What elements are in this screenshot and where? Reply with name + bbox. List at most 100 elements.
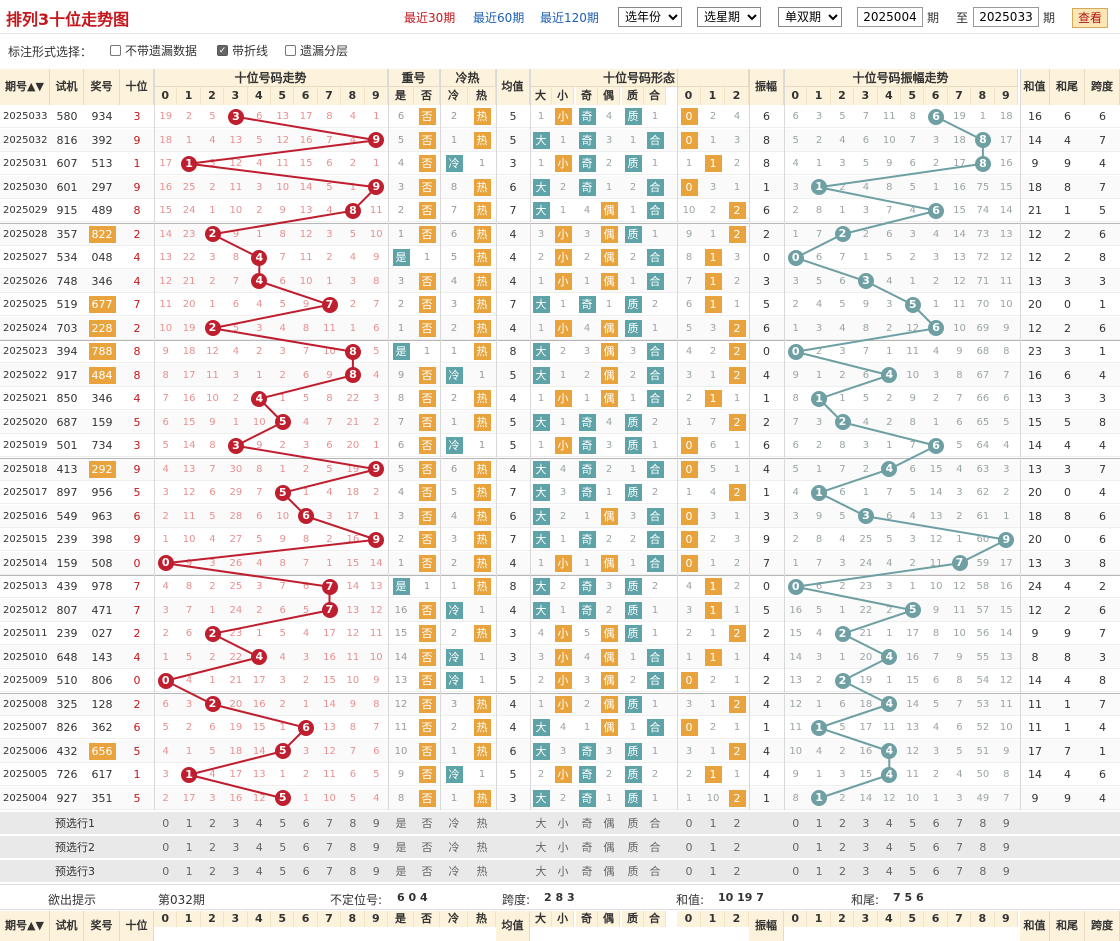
option-missing-layer[interactable]: 遗漏分层 <box>285 42 348 59</box>
checkbox-icon[interactable] <box>285 45 296 56</box>
preselect-road-option[interactable]: 0 <box>685 865 693 878</box>
preselect-trend-option[interactable]: 9 <box>372 865 380 878</box>
preselect-amp-option[interactable]: 4 <box>885 817 893 830</box>
preselect-shape-option[interactable]: 偶 <box>603 841 615 854</box>
preselect-amp-option[interactable]: 4 <box>885 865 893 878</box>
preselect-amp-option[interactable]: 8 <box>979 841 987 854</box>
preselect-amp-option[interactable]: 7 <box>955 817 963 830</box>
option-with-line[interactable]: ✓ 带折线 <box>217 42 268 59</box>
preselect-amp-option[interactable]: 3 <box>862 817 870 830</box>
preselect-shape-option[interactable]: 大 <box>535 841 547 854</box>
checkbox-icon[interactable] <box>110 45 121 56</box>
preselect-trend-option[interactable]: 1 <box>185 841 193 854</box>
preselect-repeat-option[interactable]: 否 <box>421 817 433 830</box>
preselect-hotcold-option[interactable]: 热 <box>476 817 488 830</box>
recent-60-link[interactable]: 最近60期 <box>473 11 525 25</box>
preselect-trend-option[interactable]: 8 <box>349 817 357 830</box>
option-no-missing[interactable]: 不带遗漏数据 <box>110 42 197 59</box>
preselect-road-option[interactable]: 1 <box>709 865 717 878</box>
preselect-trend-option[interactable]: 8 <box>349 841 357 854</box>
preselect-trend-option[interactable]: 8 <box>349 865 357 878</box>
preselect-repeat-option[interactable]: 是 <box>395 841 407 854</box>
preselect-repeat-option[interactable]: 否 <box>421 841 433 854</box>
preselect-trend-option[interactable]: 3 <box>232 817 240 830</box>
preselect-amp-option[interactable]: 7 <box>955 841 963 854</box>
preselect-trend-option[interactable]: 2 <box>208 841 216 854</box>
parity-select[interactable]: 单双期 <box>778 7 842 27</box>
preselect-hotcold-option[interactable]: 热 <box>476 865 488 878</box>
preselect-trend-option[interactable]: 3 <box>232 865 240 878</box>
preselect-amp-option[interactable]: 5 <box>909 865 917 878</box>
preselect-trend-option[interactable]: 7 <box>325 817 333 830</box>
preselect-amp-option[interactable]: 0 <box>792 817 800 830</box>
preselect-trend-option[interactable]: 5 <box>279 841 287 854</box>
preselect-trend-option[interactable]: 0 <box>162 865 170 878</box>
preselect-shape-option[interactable]: 大 <box>535 865 547 878</box>
preselect-amp-option[interactable]: 6 <box>932 817 940 830</box>
preselect-trend-option[interactable]: 7 <box>325 865 333 878</box>
preselect-shape-option[interactable]: 质 <box>627 865 639 878</box>
preselect-repeat-option[interactable]: 否 <box>421 865 433 878</box>
preselect-trend-option[interactable]: 1 <box>185 817 193 830</box>
weekday-select[interactable]: 选星期 <box>697 7 761 27</box>
from-issue-input[interactable] <box>857 7 923 27</box>
preselect-road-option[interactable]: 2 <box>733 865 741 878</box>
preselect-trend-option[interactable]: 0 <box>162 817 170 830</box>
preselect-shape-option[interactable]: 奇 <box>581 841 593 854</box>
preselect-shape-option[interactable]: 合 <box>649 865 661 878</box>
preselect-trend-option[interactable]: 9 <box>372 841 380 854</box>
preselect-trend-option[interactable]: 7 <box>325 841 333 854</box>
preselect-trend-option[interactable]: 9 <box>372 817 380 830</box>
preselect-road-option[interactable]: 1 <box>709 841 717 854</box>
preselect-shape-option[interactable]: 合 <box>649 841 661 854</box>
preselect-shape-option[interactable]: 小 <box>557 841 569 854</box>
preselect-amp-option[interactable]: 6 <box>932 865 940 878</box>
preselect-shape-option[interactable]: 小 <box>557 817 569 830</box>
preselect-trend-option[interactable]: 2 <box>208 865 216 878</box>
recent-30-link[interactable]: 最近30期 <box>404 11 456 25</box>
preselect-amp-option[interactable]: 8 <box>979 817 987 830</box>
preselect-trend-option[interactable]: 5 <box>279 865 287 878</box>
preselect-amp-option[interactable]: 7 <box>955 865 963 878</box>
preselect-trend-option[interactable]: 2 <box>208 817 216 830</box>
preselect-trend-option[interactable]: 4 <box>255 841 263 854</box>
preselect-amp-option[interactable]: 2 <box>838 865 846 878</box>
preselect-hotcold-option[interactable]: 冷 <box>448 817 460 830</box>
preselect-road-option[interactable]: 1 <box>709 817 717 830</box>
preselect-shape-option[interactable]: 奇 <box>581 865 593 878</box>
preselect-shape-option[interactable]: 质 <box>627 817 639 830</box>
preselect-trend-option[interactable]: 4 <box>255 865 263 878</box>
preselect-amp-option[interactable]: 2 <box>838 841 846 854</box>
preselect-amp-option[interactable]: 3 <box>862 841 870 854</box>
preselect-trend-option[interactable]: 3 <box>232 841 240 854</box>
preselect-amp-option[interactable]: 3 <box>862 865 870 878</box>
preselect-road-option[interactable]: 2 <box>733 841 741 854</box>
preselect-repeat-option[interactable]: 是 <box>395 865 407 878</box>
preselect-amp-option[interactable]: 5 <box>909 841 917 854</box>
preselect-amp-option[interactable]: 8 <box>979 865 987 878</box>
preselect-shape-option[interactable]: 偶 <box>603 817 615 830</box>
preselect-hotcold-option[interactable]: 热 <box>476 841 488 854</box>
preselect-trend-option[interactable]: 1 <box>185 865 193 878</box>
preselect-shape-option[interactable]: 偶 <box>603 865 615 878</box>
preselect-trend-option[interactable]: 6 <box>302 841 310 854</box>
preselect-shape-option[interactable]: 质 <box>627 841 639 854</box>
recent-120-link[interactable]: 最近120期 <box>540 11 599 25</box>
year-select[interactable]: 选年份 <box>618 7 682 27</box>
preselect-trend-option[interactable]: 6 <box>302 865 310 878</box>
preselect-amp-option[interactable]: 6 <box>932 841 940 854</box>
preselect-amp-option[interactable]: 0 <box>792 841 800 854</box>
to-issue-input[interactable] <box>973 7 1039 27</box>
preselect-amp-option[interactable]: 5 <box>909 817 917 830</box>
preselect-shape-option[interactable]: 大 <box>535 817 547 830</box>
preselect-amp-option[interactable]: 9 <box>1002 841 1010 854</box>
preselect-road-option[interactable]: 2 <box>733 817 741 830</box>
preselect-amp-option[interactable]: 4 <box>885 841 893 854</box>
preselect-amp-option[interactable]: 1 <box>815 865 823 878</box>
preselect-shape-option[interactable]: 奇 <box>581 817 593 830</box>
preselect-amp-option[interactable]: 2 <box>838 817 846 830</box>
preselect-amp-option[interactable]: 9 <box>1002 865 1010 878</box>
preselect-amp-option[interactable]: 1 <box>815 817 823 830</box>
preselect-road-option[interactable]: 0 <box>685 841 693 854</box>
preselect-shape-option[interactable]: 小 <box>557 865 569 878</box>
